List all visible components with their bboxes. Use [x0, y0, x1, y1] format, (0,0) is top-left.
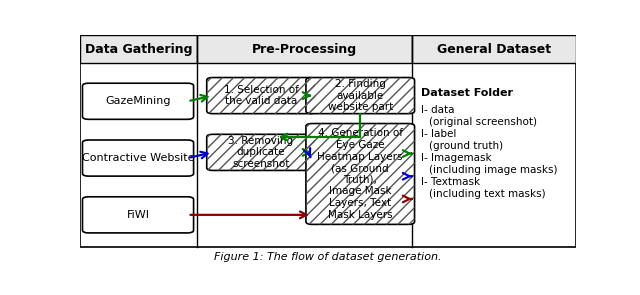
Text: (including text masks): (including text masks)	[429, 189, 545, 199]
Text: Contractive Website: Contractive Website	[82, 153, 195, 163]
FancyBboxPatch shape	[207, 78, 316, 114]
Text: I- data: I- data	[421, 105, 455, 115]
Text: 4. Generation of
Eye Gaze
Heatmap Layers
(as Ground
Truth),
Image Mask
Layers, T: 4. Generation of Eye Gaze Heatmap Layers…	[317, 128, 403, 219]
Text: Dataset Folder: Dataset Folder	[421, 88, 513, 98]
Text: I- Textmask: I- Textmask	[421, 177, 481, 187]
Text: Pre-Processing: Pre-Processing	[252, 42, 357, 55]
Text: 3. Removing
duplicate
screenshot: 3. Removing duplicate screenshot	[228, 136, 294, 169]
FancyBboxPatch shape	[83, 140, 193, 176]
FancyBboxPatch shape	[83, 83, 193, 119]
Text: General Dataset: General Dataset	[437, 42, 551, 55]
Text: Figure 1: The flow of dataset generation.: Figure 1: The flow of dataset generation…	[214, 252, 442, 262]
FancyBboxPatch shape	[306, 78, 415, 114]
Bar	[412, 35, 576, 63]
Text: Data Gathering: Data Gathering	[84, 42, 192, 55]
Text: (original screenshot): (original screenshot)	[429, 117, 537, 127]
Text: (including image masks): (including image masks)	[429, 165, 557, 175]
FancyBboxPatch shape	[306, 124, 415, 224]
Text: I- label: I- label	[421, 129, 456, 139]
FancyBboxPatch shape	[207, 134, 316, 171]
Text: (ground truth): (ground truth)	[429, 141, 503, 151]
Bar	[80, 35, 196, 63]
Text: 2. Finding
available
website part: 2. Finding available website part	[328, 79, 393, 112]
Text: I- Imagemask: I- Imagemask	[421, 153, 492, 163]
Text: GazeMining: GazeMining	[106, 96, 171, 106]
Bar	[196, 35, 412, 63]
FancyBboxPatch shape	[83, 197, 193, 233]
Text: 1. Selection of
the valid data: 1. Selection of the valid data	[223, 85, 298, 106]
Text: FiWI: FiWI	[127, 210, 150, 220]
